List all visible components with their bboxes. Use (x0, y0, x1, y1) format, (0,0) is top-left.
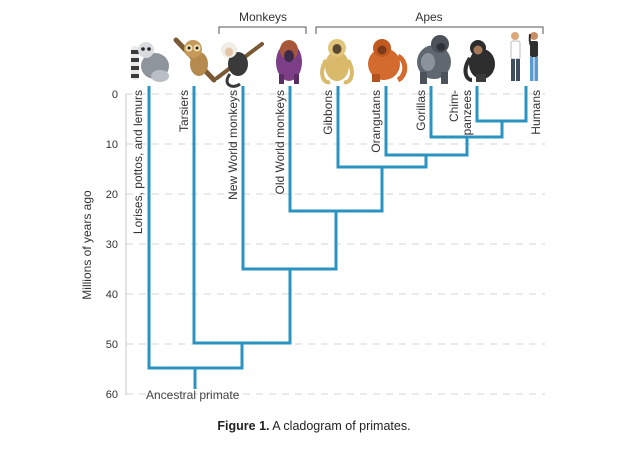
gibbon-icon (320, 39, 354, 85)
humans-icon (510, 32, 538, 81)
figure-caption: Figure 1. A cladogram of primates. (0, 419, 628, 433)
y-tick-50: 50 (106, 339, 118, 351)
capuchin-icon (215, 42, 264, 88)
taxon-labels: Lorises, pottos, and lemurs Tarsiers New… (131, 90, 543, 234)
caption-figure-number: Figure 1. (217, 419, 270, 433)
y-axis: 0 10 20 30 40 50 60 Millions of years ag… (80, 89, 127, 401)
taxon-label-old-world: Old World monkeys (273, 90, 287, 194)
monkeys-bracket: Monkeys (218, 10, 307, 34)
apes-bracket: Apes (315, 10, 544, 34)
chimpanzee-icon (463, 40, 495, 82)
taxon-label-chimps-line2: panzees (460, 90, 474, 135)
gorilla-icon (417, 35, 451, 84)
taxon-label-gorillas: Gorillas (414, 90, 428, 131)
lemur-icon (131, 42, 169, 82)
y-tick-20: 20 (106, 189, 118, 201)
y-tick-0: 0 (112, 89, 118, 101)
y-tick-40: 40 (106, 289, 118, 301)
y-tick-60: 60 (106, 389, 118, 401)
taxon-label-humans: Humans (529, 90, 543, 135)
taxon-label-gibbons: Gibbons (321, 90, 335, 135)
tarsier-icon (173, 37, 217, 83)
taxon-label-lorises: Lorises, pottos, and lemurs (131, 90, 145, 234)
y-tick-10: 10 (106, 139, 118, 151)
taxon-label-new-world: New World monkeys (226, 90, 240, 200)
y-tick-30: 30 (106, 239, 118, 251)
orangutan-icon (368, 39, 408, 83)
taxon-label-tarsiers: Tarsiers (177, 90, 191, 132)
caption-text: A cladogram of primates. (269, 419, 411, 433)
apes-label: Apes (415, 10, 442, 24)
monkeys-label: Monkeys (239, 10, 287, 24)
root-label: Ancestral primate (146, 388, 240, 402)
cladogram-branches (147, 86, 528, 389)
baboon-icon (276, 40, 302, 84)
y-axis-title: Millions of years ago (80, 190, 94, 300)
taxon-label-chimps-line1: Chim- (447, 90, 461, 122)
taxon-label-orangutans: Orangutans (369, 90, 383, 153)
